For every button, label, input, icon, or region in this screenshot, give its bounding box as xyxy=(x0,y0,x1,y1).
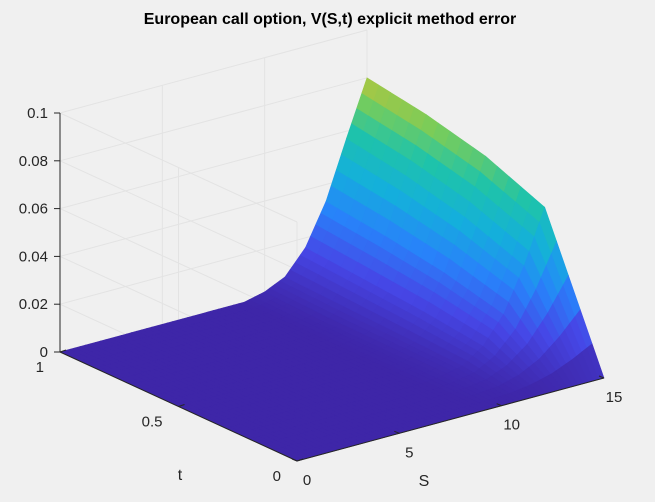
y-tick-label: 0.5 xyxy=(142,414,163,431)
y-tick-mark xyxy=(296,458,304,462)
x-tick-label: 15 xyxy=(606,389,623,406)
back-wall-grid-line xyxy=(59,29,368,114)
y-tick-mark xyxy=(178,404,185,407)
x-axis-line xyxy=(296,377,605,462)
chart-title: European call option, V(S,t) explicit me… xyxy=(144,11,517,28)
z-tick-label: 0.08 xyxy=(19,153,48,170)
error-surface xyxy=(59,77,605,462)
side-wall-grid-line xyxy=(59,160,298,271)
x-tick-label: 10 xyxy=(503,417,520,434)
z-tick-label: 0 xyxy=(40,344,48,361)
axes-box xyxy=(54,112,605,462)
x-tick-label: 5 xyxy=(405,444,413,461)
z-tick-label: 0.02 xyxy=(19,296,48,313)
back-wall-grid-line xyxy=(59,77,368,162)
y-tick-mark xyxy=(59,349,67,353)
x-tick-label: 0 xyxy=(303,472,311,489)
x-axis-label: S xyxy=(419,473,430,490)
x-tick-mark xyxy=(291,458,298,462)
side-wall-grid-line xyxy=(59,112,298,223)
z-tick-label: 0.06 xyxy=(19,201,48,218)
x-tick-mark xyxy=(496,403,502,407)
y-tick-label: 0 xyxy=(273,468,281,485)
y-tick-label: 1 xyxy=(36,359,44,376)
back-wall-grid-line xyxy=(59,172,368,257)
x-tick-mark xyxy=(598,375,605,379)
x-tick-mark xyxy=(394,430,400,434)
back-wall-grid-line xyxy=(59,125,368,210)
y-axis-label: t xyxy=(178,467,183,484)
z-tick-label: 0.04 xyxy=(19,248,48,265)
z-tick-label: 0.1 xyxy=(27,105,48,122)
